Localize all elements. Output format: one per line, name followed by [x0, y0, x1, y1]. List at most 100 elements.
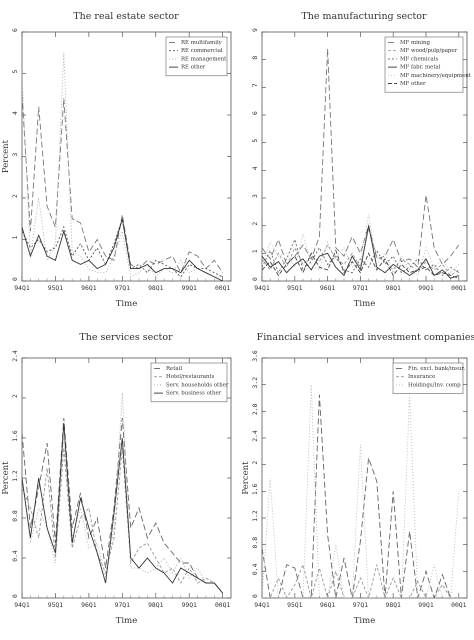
x-tick-label: 95Q1 — [287, 601, 303, 609]
legend-entry: MF mining — [400, 40, 430, 46]
series-line-4 — [22, 218, 223, 281]
x-tick-label: 96Q1 — [81, 284, 97, 292]
y-tick-label: 3 — [11, 152, 19, 156]
x-tick-label: 95Q1 — [48, 601, 64, 609]
x-tick-label: 00Q1 — [215, 284, 231, 292]
y-tick-label: 2.4 — [11, 350, 19, 362]
y-tick-label: 4 — [11, 111, 19, 115]
chart-title: The real estate sector — [73, 11, 179, 22]
x-tick-label: 98Q1 — [386, 601, 402, 609]
x-tick-label: 96Q1 — [81, 601, 97, 609]
legend-entry: Retail — [166, 366, 182, 372]
series-line-6 — [262, 249, 459, 279]
legend-entry: Serv. households other — [166, 382, 229, 388]
legend-entry: RE management — [181, 56, 227, 62]
chart-panel-4: Financial services and investment compan… — [241, 332, 474, 626]
x-tick-label: 99Q1 — [182, 601, 198, 609]
series-line-4 — [262, 225, 459, 279]
x-tick-label: 94Q1 — [254, 284, 270, 292]
series-line-1 — [262, 394, 459, 598]
series-line-3 — [22, 52, 223, 278]
legend-box — [165, 36, 228, 77]
chart-title: The services sector — [79, 332, 173, 343]
y-tick-label: 6 — [11, 28, 19, 32]
x-axis-label: Time — [116, 616, 137, 626]
x-axis-label: Time — [354, 299, 375, 309]
x-tick-label: 96Q1 — [320, 284, 336, 292]
y-tick-label: 0.4 — [251, 563, 259, 575]
y-axis-label: Percent — [241, 461, 251, 495]
legend-box — [384, 36, 464, 93]
legend-entry: MF wood/pulp/paper — [400, 48, 458, 54]
y-tick-label: 1.2 — [11, 470, 19, 482]
series-line-3 — [262, 384, 460, 598]
x-tick-label: 00Q1 — [451, 601, 467, 609]
plot-frame — [261, 357, 468, 599]
x-tick-label: 95Q1 — [48, 284, 64, 292]
y-tick-label: 7 — [251, 83, 259, 87]
y-tick-label: 9 — [251, 28, 259, 32]
x-tick-label: 00Q1 — [451, 284, 467, 292]
x-tick-label: 97Q1 — [353, 284, 369, 292]
legend-entry: MF other — [400, 81, 426, 87]
legend-entry: Fin. excl. bank/insur. — [408, 366, 465, 372]
x-tick-label: 94Q1 — [14, 284, 30, 292]
y-tick-label: 0 — [11, 277, 19, 281]
legend-entry: RE commercial — [181, 48, 223, 54]
y-tick-label: 0 — [251, 277, 259, 281]
series-line-1 — [262, 48, 460, 269]
y-tick-label: 0.8 — [251, 537, 259, 549]
legend-entry: MF fabr. metal — [400, 65, 441, 71]
x-axis-label: Time — [354, 616, 375, 626]
x-tick-label: 96Q1 — [320, 601, 336, 609]
y-tick-label: 8 — [251, 56, 259, 60]
series-line-1 — [22, 417, 223, 594]
x-tick-label: 00Q1 — [215, 601, 231, 609]
x-tick-label: 94Q1 — [254, 601, 270, 609]
series-line-1 — [22, 94, 223, 274]
plot-frame — [261, 31, 468, 282]
series-line-3 — [22, 392, 223, 594]
series-line-2 — [22, 447, 223, 594]
y-tick-label: 4 — [251, 166, 259, 170]
series-line-4 — [22, 422, 223, 594]
chart-panel-2: The manufacturing sector 0 1 2 3 4 5 6 7 8 9 94Q1 95… — [251, 11, 472, 309]
y-tick-label: 1 — [251, 249, 259, 253]
series-line-5 — [262, 214, 460, 277]
y-tick-label: 1.2 — [251, 510, 259, 522]
y-tick-label: 2.8 — [251, 403, 259, 415]
y-tick-label: 1.6 — [11, 430, 19, 442]
x-tick-label: 97Q1 — [115, 601, 131, 609]
x-tick-label: 97Q1 — [115, 284, 131, 292]
series-line-2 — [262, 563, 459, 598]
y-tick-label: 2.4 — [251, 430, 259, 442]
x-tick-label: 99Q1 — [418, 284, 434, 292]
series-line-3 — [262, 238, 460, 277]
legend-entry: Insurance — [408, 374, 435, 380]
y-tick-label: 0 — [11, 594, 19, 598]
y-axis-label: Percent — [1, 139, 11, 173]
y-tick-label: 6 — [251, 111, 259, 115]
y-tick-label: 0.8 — [11, 510, 19, 522]
y-tick-label: 5 — [251, 139, 259, 143]
y-axis-label: Percent — [1, 461, 11, 495]
legend-entry: Hotel/restaurants — [166, 374, 215, 380]
legend-entry: RE other — [181, 65, 206, 71]
legend-entry: Holdings/Inv. comp — [408, 382, 461, 388]
y-tick-label: 1.6 — [251, 483, 259, 495]
x-tick-label: 98Q1 — [148, 284, 164, 292]
y-tick-label: 3 — [251, 194, 259, 198]
chart-title: Financial services and investment compan… — [257, 332, 474, 343]
x-axis-label: Time — [116, 299, 137, 309]
legend-entry: RE multifamily — [181, 40, 223, 46]
x-tick-label: 98Q1 — [386, 284, 402, 292]
legend-entry: Serv. business other — [166, 391, 222, 397]
x-tick-label: 94Q1 — [14, 601, 30, 609]
y-tick-label: 0 — [251, 594, 259, 598]
x-tick-label: 98Q1 — [148, 601, 164, 609]
y-tick-label: 1 — [11, 235, 19, 239]
y-tick-label: 5 — [11, 69, 19, 73]
y-tick-label: 2 — [11, 194, 19, 198]
y-tick-label: 3.2 — [251, 377, 259, 389]
